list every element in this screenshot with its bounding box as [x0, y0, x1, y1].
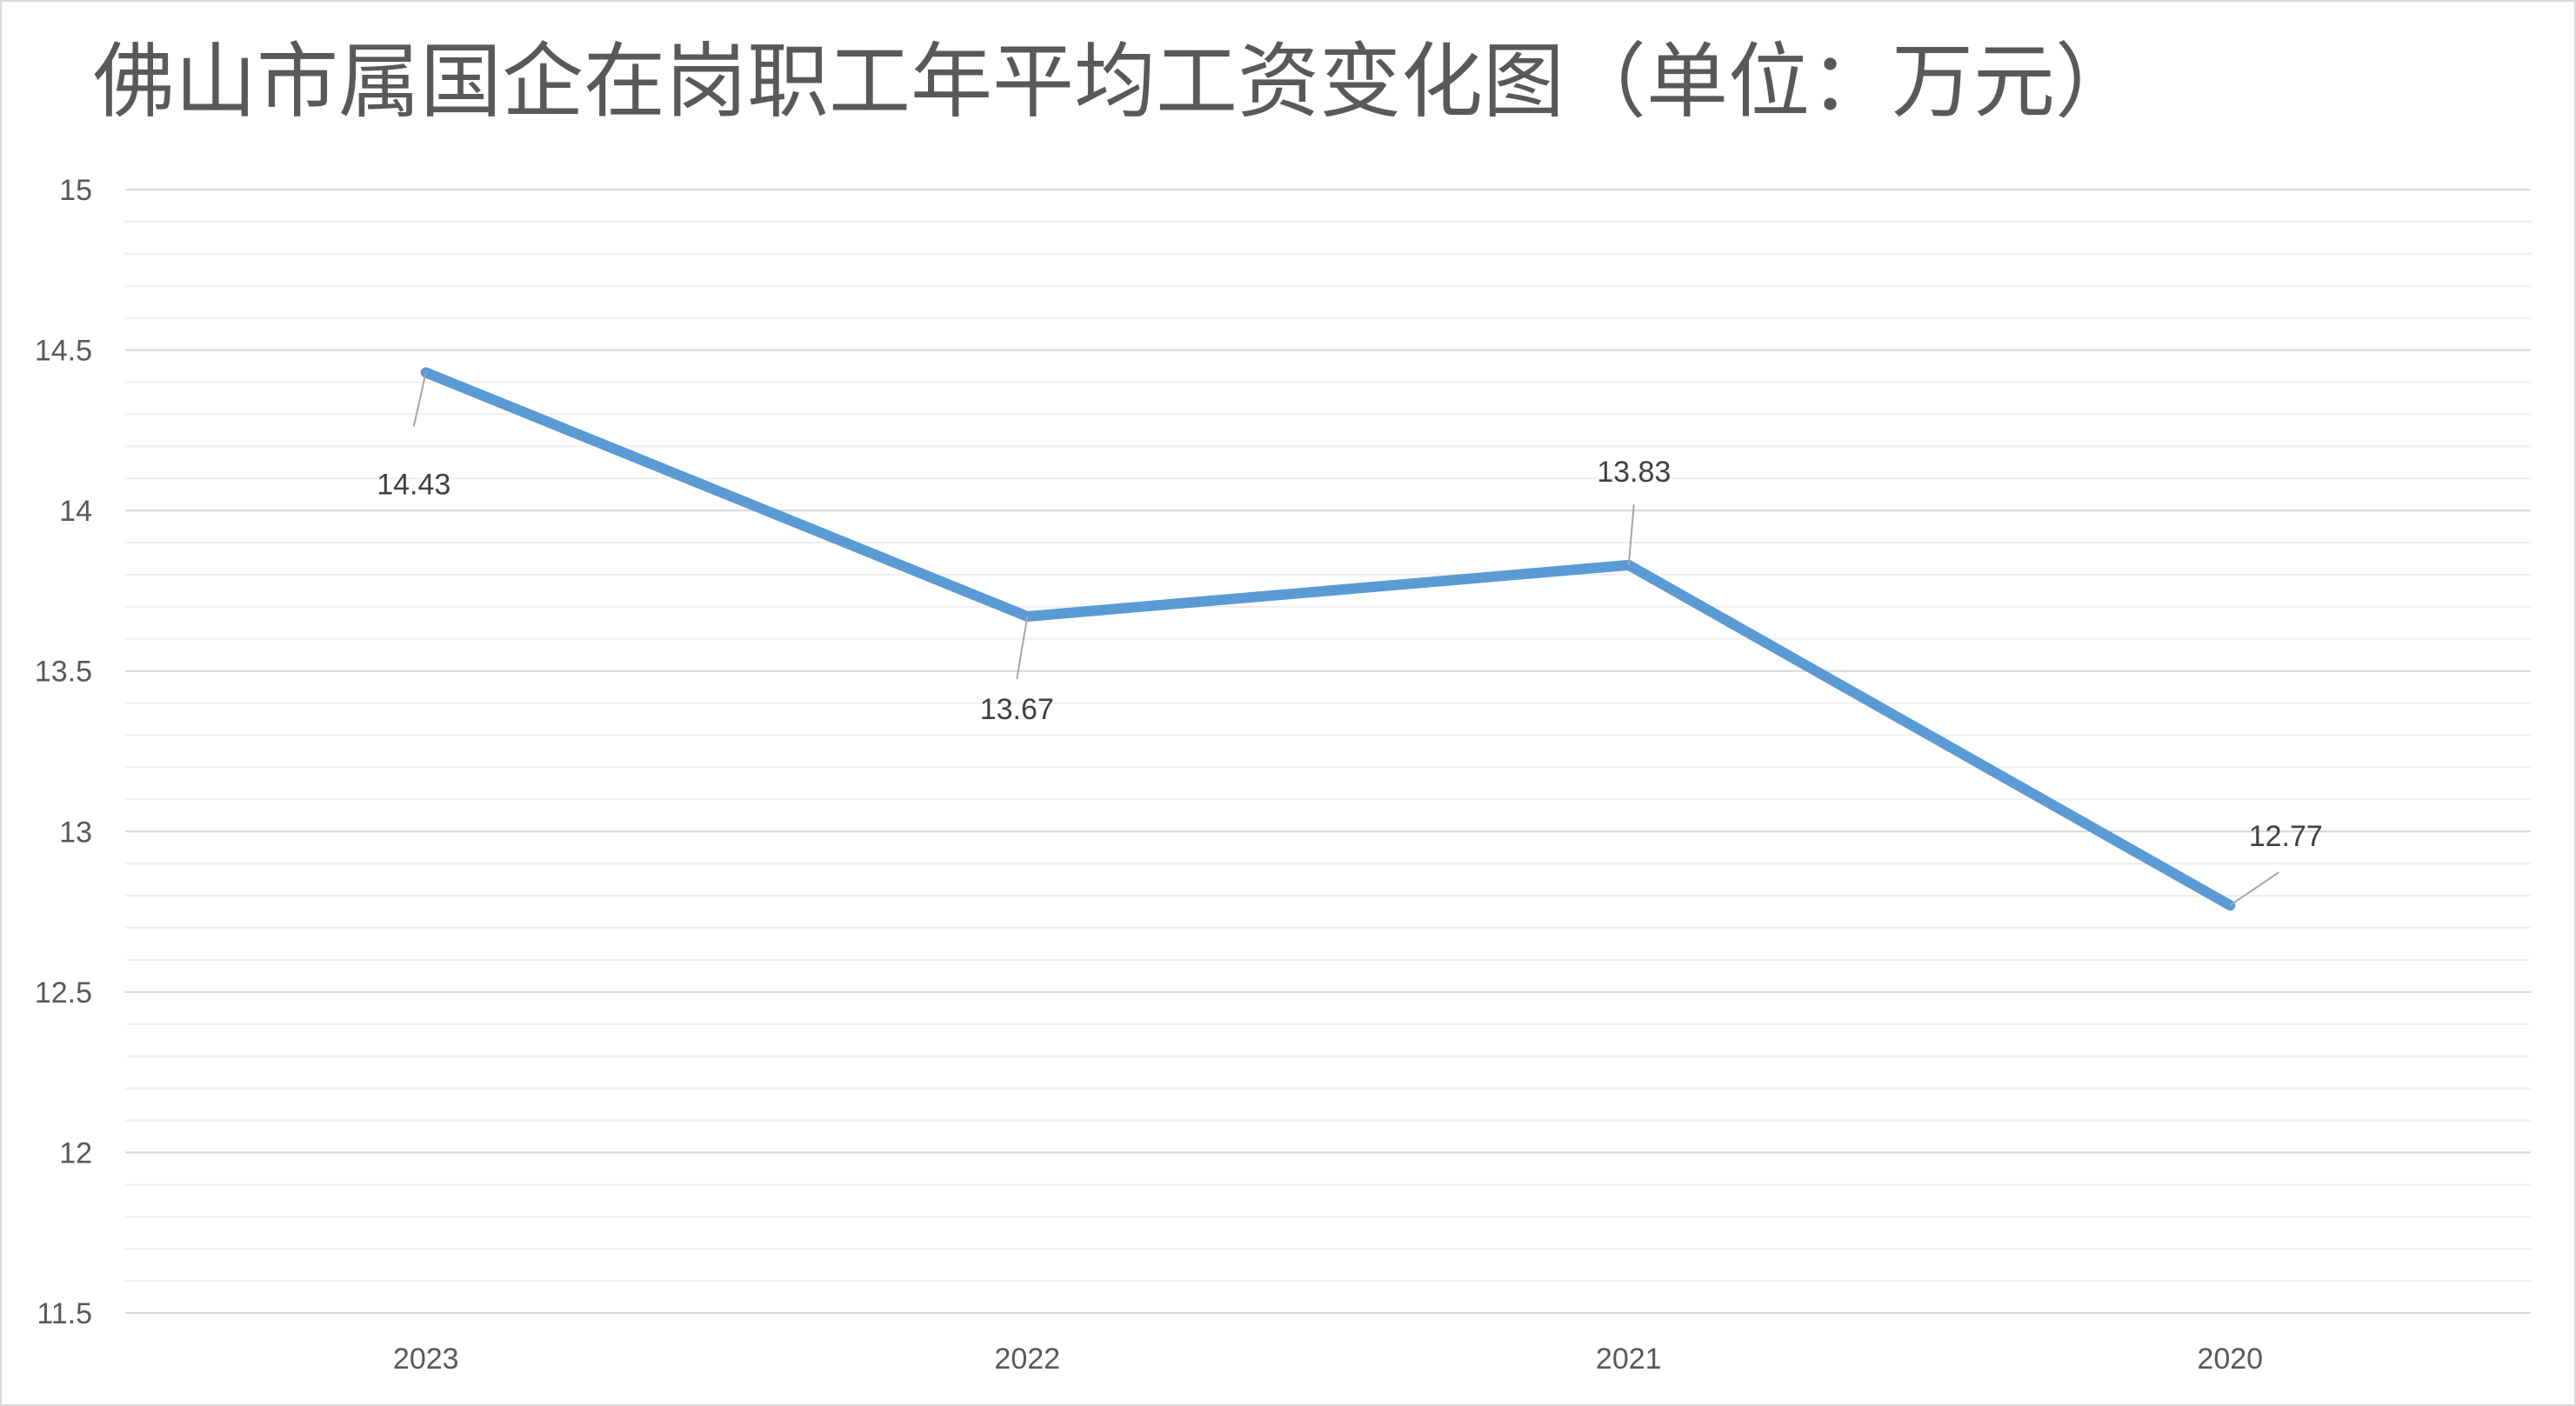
y-tick-label: 14.5 [35, 335, 92, 368]
x-tick-label: 2023 [393, 1343, 459, 1376]
y-tick-label: 11.5 [37, 1297, 92, 1330]
leader-line [1627, 503, 1635, 565]
data-label: 14.43 [377, 468, 450, 501]
y-tick-label: 12.5 [35, 976, 92, 1010]
series-line [420, 367, 2236, 911]
y-tick-label: 12 [59, 1136, 92, 1169]
leader-line [412, 372, 427, 427]
axes: 11.5 12 12.5 13 13.5 14 14.5 15 2023 2022 2021 2020 [35, 174, 2263, 1376]
leader-line [2229, 871, 2279, 907]
y-tick-label: 13.5 [35, 656, 92, 689]
x-tick-label: 2022 [994, 1343, 1060, 1376]
data-label: 13.67 [980, 693, 1054, 726]
y-tick-label: 13 [59, 816, 92, 849]
chart-title: 佛山市属国企在岗职工年平均工资变化图（单位：万元） [93, 35, 2137, 130]
leader-line [1016, 616, 1029, 680]
gridlines [125, 189, 2531, 1314]
data-label: 12.77 [2249, 820, 2323, 853]
y-tick-label: 14 [59, 495, 92, 528]
x-tick-label: 2020 [2197, 1343, 2263, 1376]
x-tick-label: 2021 [1596, 1343, 1662, 1376]
y-tick-label: 15 [59, 174, 92, 207]
data-label: 13.83 [1597, 456, 1671, 489]
data-labels: 14.43 13.67 13.83 12.77 [377, 372, 2323, 907]
